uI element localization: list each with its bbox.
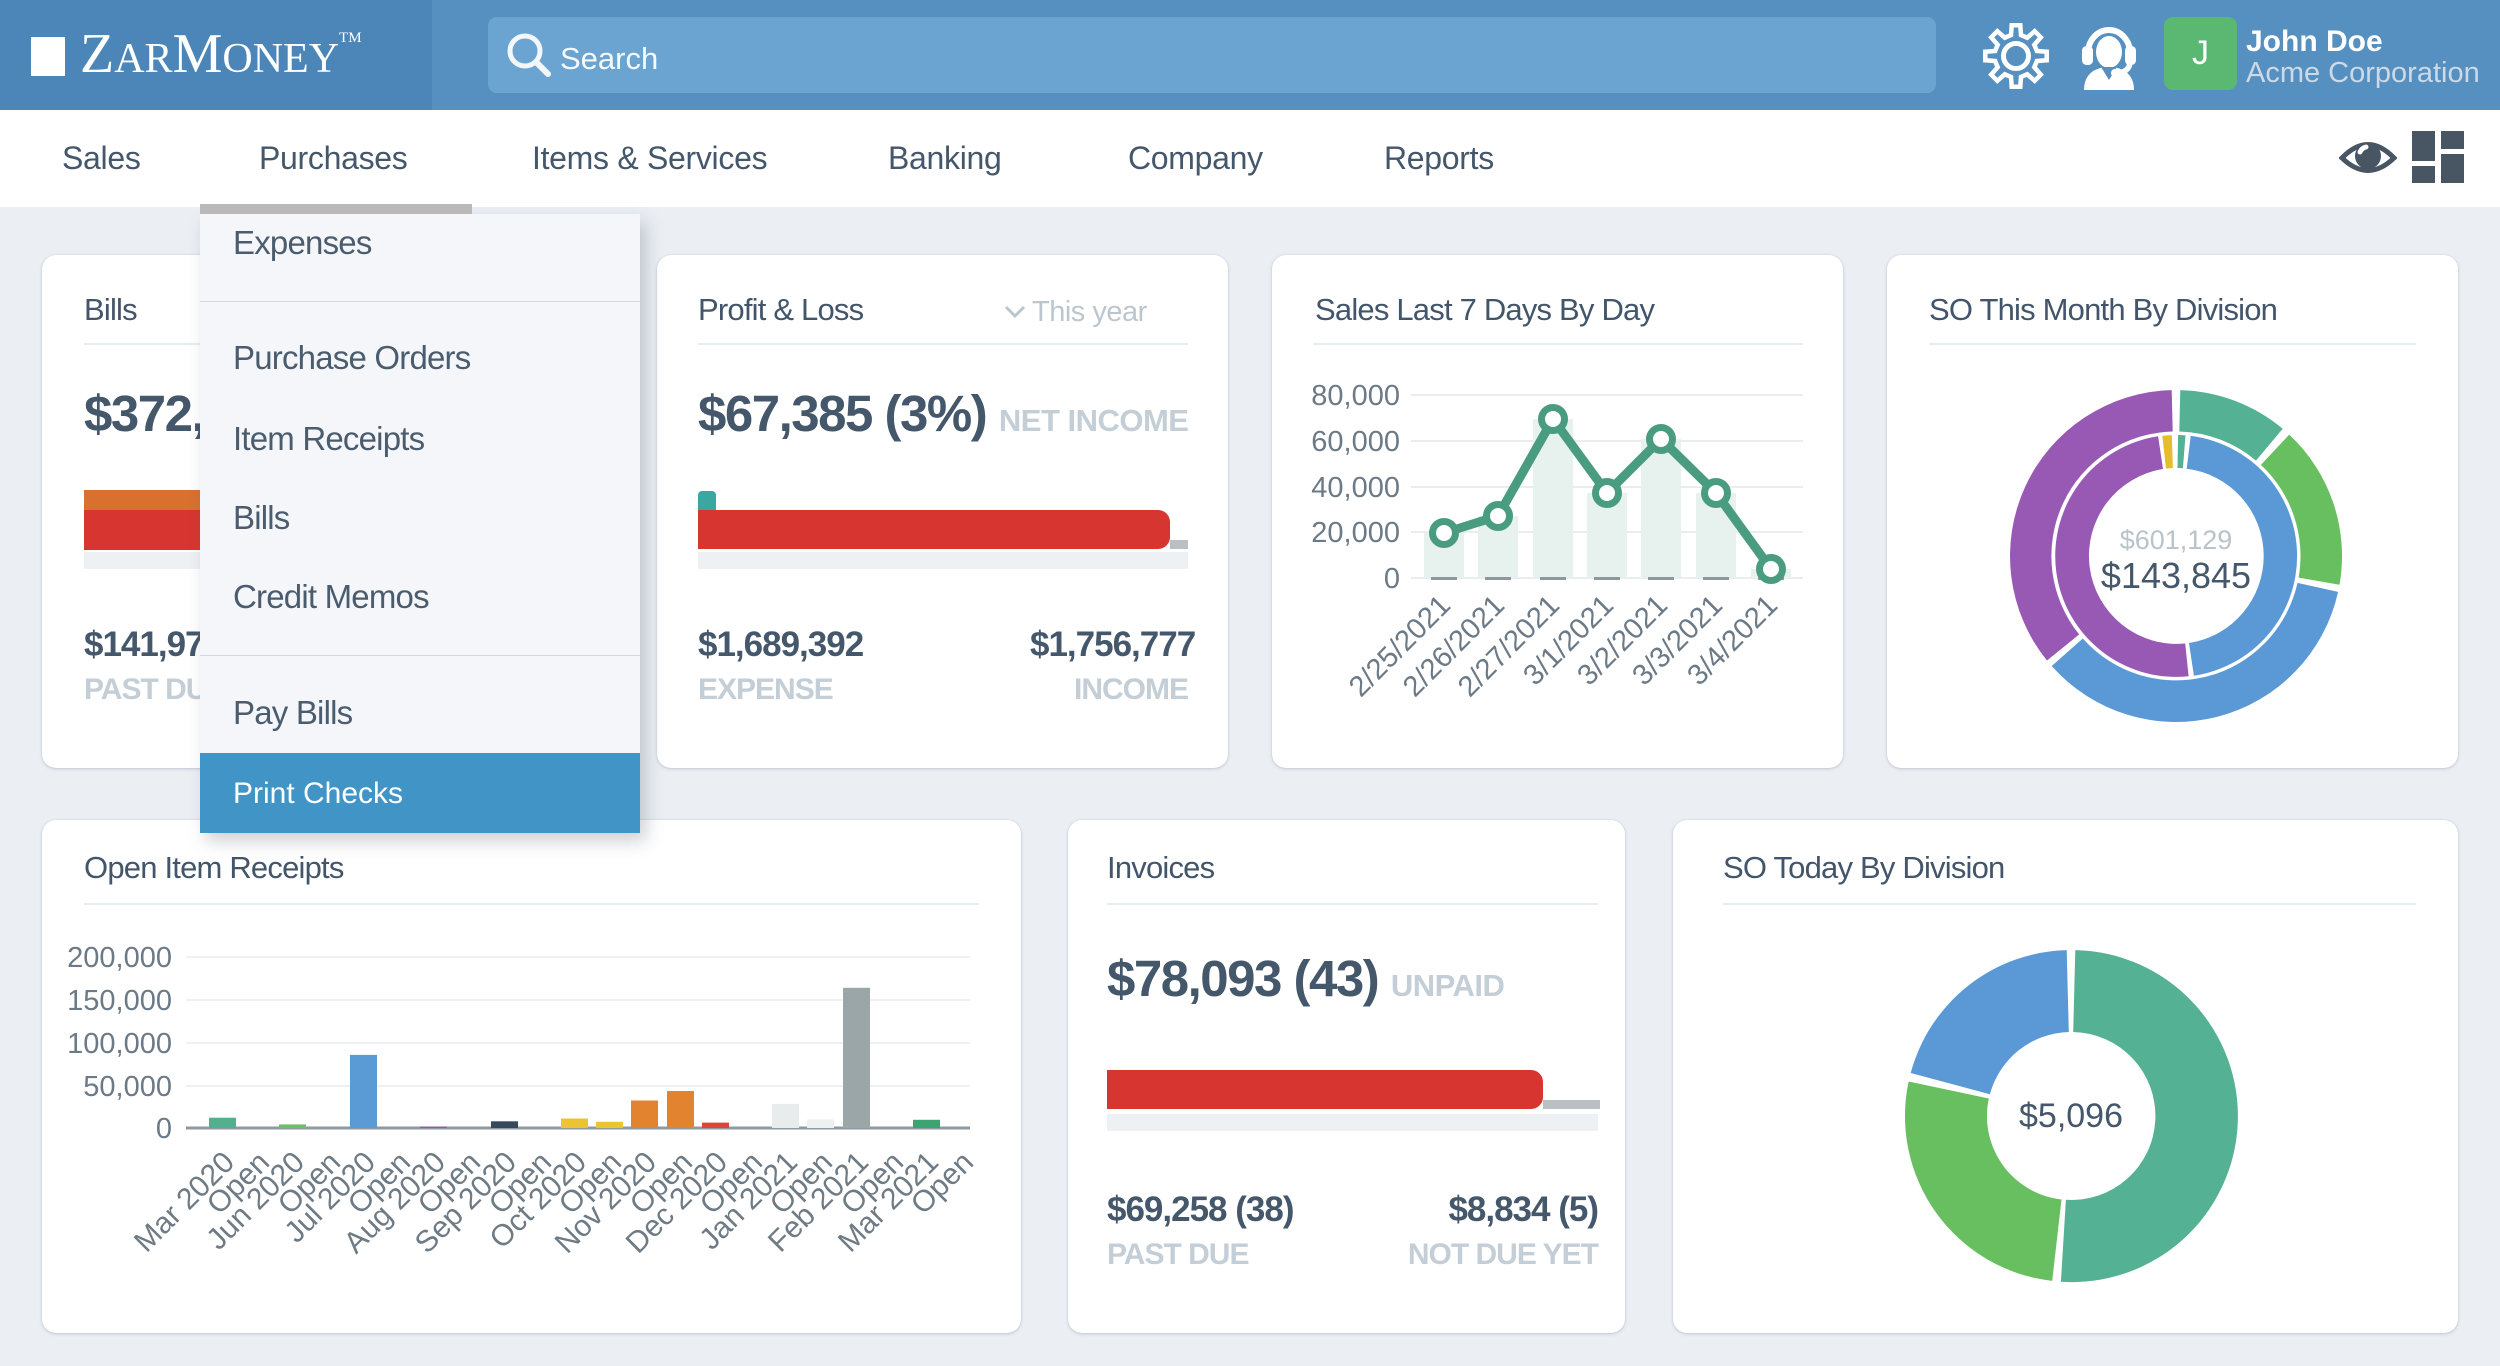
svg-text:0: 0 [1384, 563, 1400, 595]
svg-text:20,000: 20,000 [1311, 517, 1400, 549]
svg-text:50,000: 50,000 [83, 1071, 172, 1103]
svg-text:100,000: 100,000 [67, 1028, 172, 1060]
svg-text:0: 0 [156, 1113, 172, 1145]
svg-text:60,000: 60,000 [1311, 426, 1400, 458]
svg-text:40,000: 40,000 [1311, 472, 1400, 504]
svg-text:200,000: 200,000 [67, 942, 172, 974]
svg-text:150,000: 150,000 [67, 985, 172, 1017]
svg-text:80,000: 80,000 [1311, 380, 1400, 412]
